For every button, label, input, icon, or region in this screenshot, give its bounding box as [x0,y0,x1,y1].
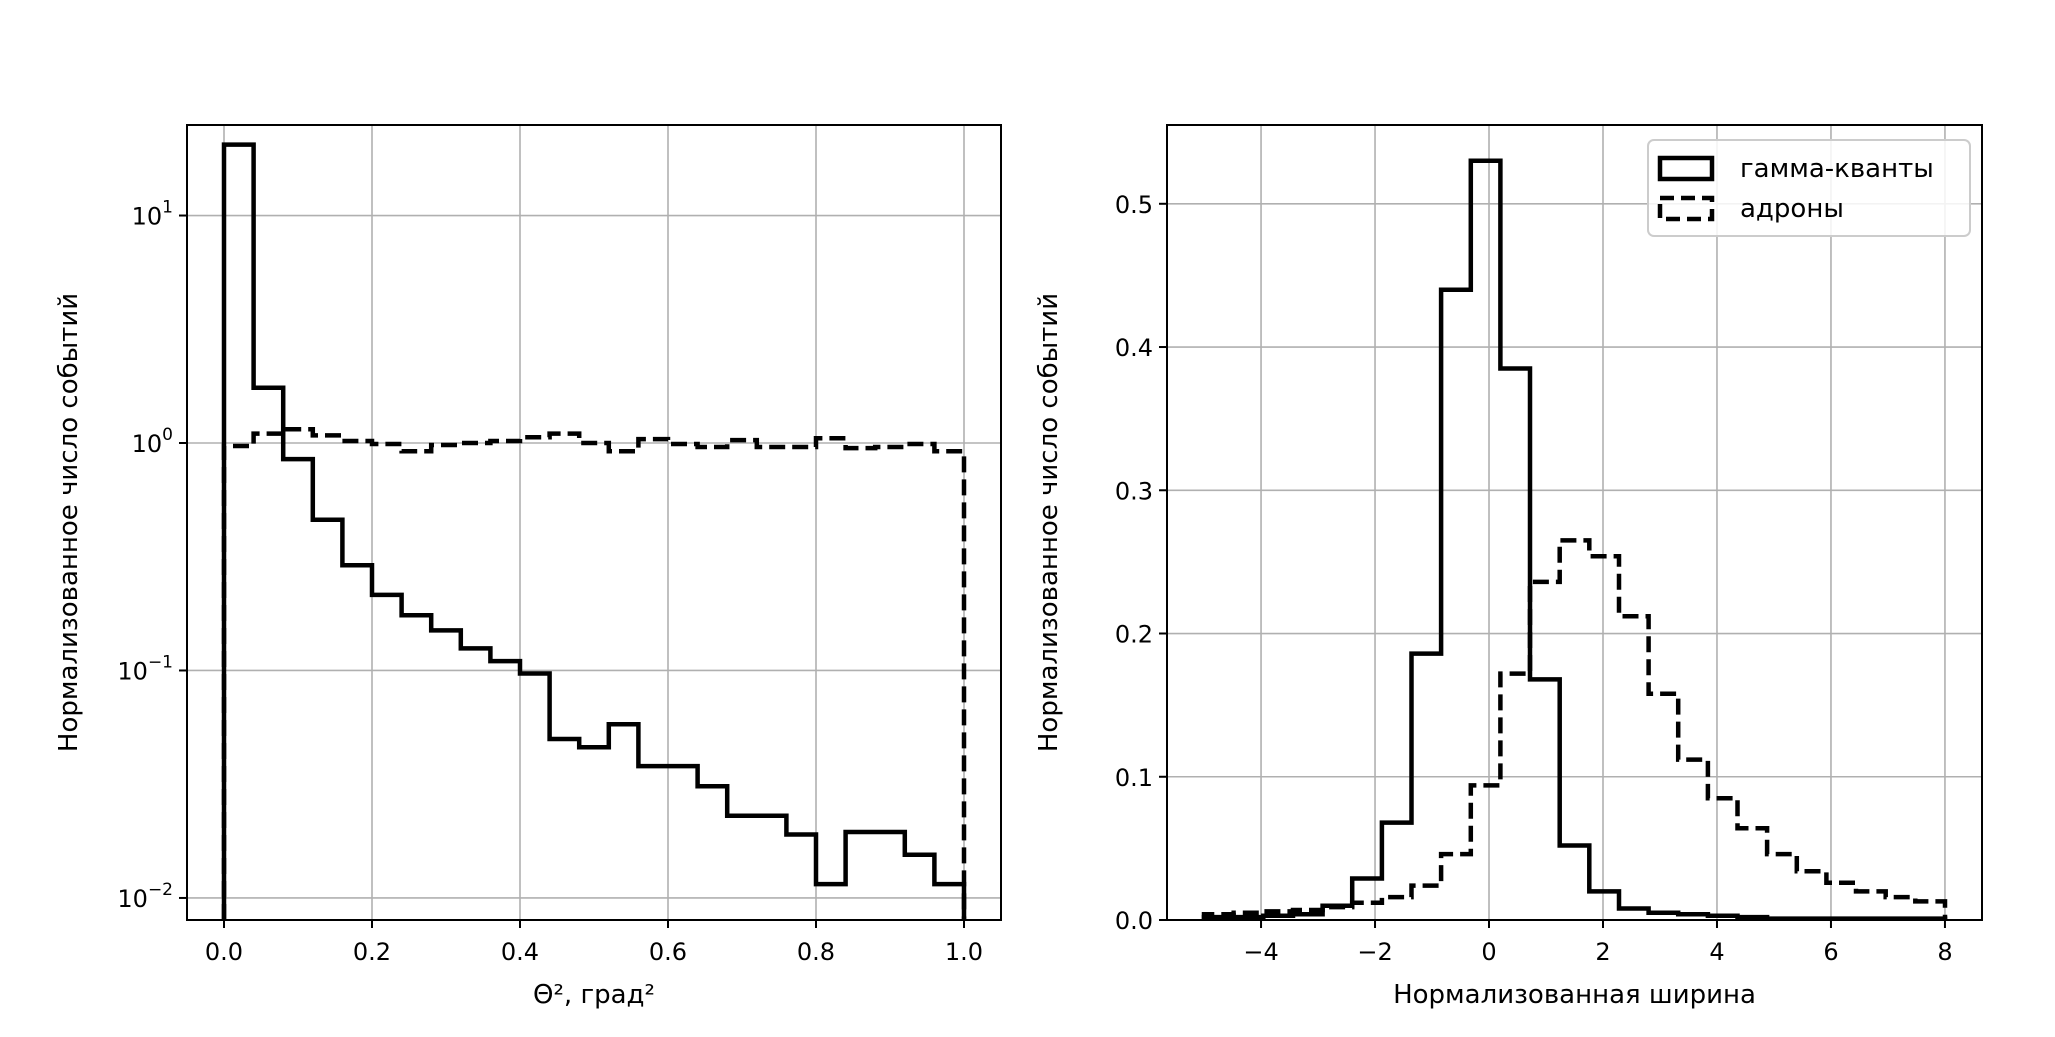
x-tick-label: 0.8 [797,938,835,966]
histogram-series-dashed [1201,538,1948,920]
x-tick-label: 8 [1937,938,1952,966]
x-tick-label: 0.0 [205,938,243,966]
y-tick-label-exponent: 0 [162,425,173,445]
histogram-series-solid [221,142,967,920]
plot-frame [1166,124,1983,921]
histogram-series-dashed [221,426,967,920]
x-tick-label: 0 [1481,938,1496,966]
y-tick-label-base: 10 [132,203,163,231]
x-tick-label: 0.6 [649,938,687,966]
y-tick-label: 0.5 [1115,191,1153,219]
normalized-width-histogram-panel: −4 −2 0 2 4 6 8 0.0 0.1 0.2 0.3 0.4 0.5 Нормализованн… [1034,124,1983,1010]
legend-swatch-dashed [1657,195,1715,222]
x-tick-label: −4 [1243,938,1278,966]
y-tick-label: 0.3 [1115,477,1153,505]
x-tick-label: 0.4 [501,938,539,966]
x-tick-label: 4 [1709,938,1724,966]
x-tick-label: 1.0 [945,938,983,966]
x-tick-label: 6 [1823,938,1838,966]
y-tick-label-base: 10 [132,430,163,458]
y-tick-label: 0.1 [1115,764,1153,792]
y-tick-label: 0.2 [1115,621,1153,649]
y-axis-label: Нормализованное число событий [54,293,84,752]
y-tick-label: 101 [132,198,173,231]
x-axis-label: Θ², град² [533,980,655,1010]
y-tick-label-exponent: −2 [148,880,173,900]
legend-box [1647,139,1971,237]
y-tick-label-exponent: 1 [162,198,173,218]
x-axis-label: Нормализованная ширина [1393,980,1756,1010]
legend-swatch-solid [1657,155,1715,182]
y-tick-label: 100 [132,425,173,458]
y-tick-label: 0.0 [1115,907,1153,935]
y-axis-label: Нормализованное число событий [1034,293,1064,752]
y-tick-label: 10−1 [117,652,173,685]
plot-frame [186,124,1002,921]
y-tick-label: 10−2 [117,880,173,913]
legend: гамма-кванты адроны [1647,139,1971,237]
y-tick-label-base: 10 [117,885,148,913]
legend-label: гамма-кванты [1740,154,1934,184]
x-tick-label: −2 [1357,938,1392,966]
y-tick-label-exponent: −1 [148,652,173,672]
y-tick-label: 0.4 [1115,334,1153,362]
x-tick-label: 2 [1595,938,1610,966]
y-tick-label-base: 10 [117,657,148,685]
x-tick-label: 0.2 [353,938,391,966]
legend-label: адроны [1740,194,1844,224]
